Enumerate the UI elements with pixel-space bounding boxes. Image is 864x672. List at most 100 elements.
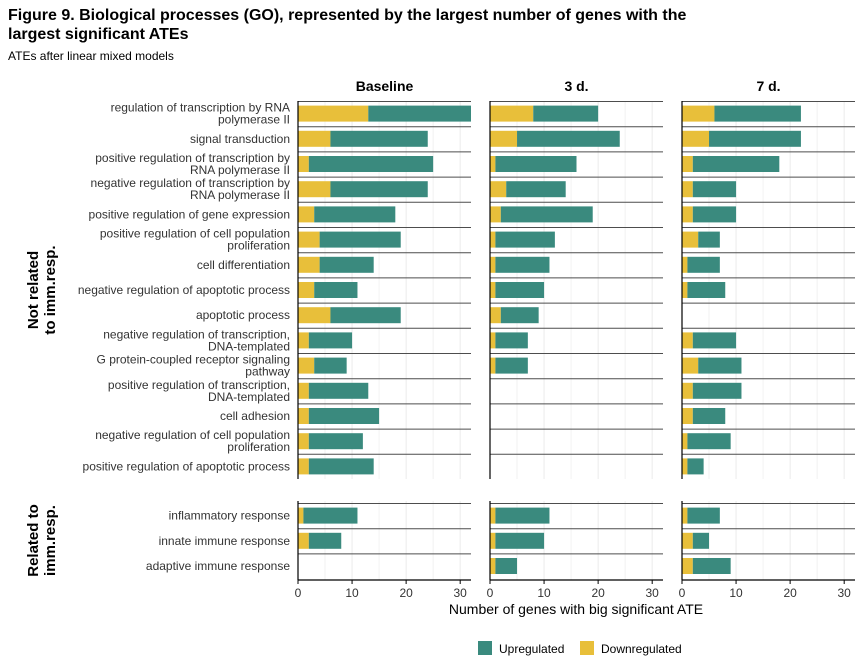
x-tick-label: 0 xyxy=(679,586,686,600)
x-tick-label: 0 xyxy=(487,586,494,600)
bar-upregulated xyxy=(692,408,726,424)
bar-upregulated xyxy=(495,558,518,574)
bar-downregulated xyxy=(490,532,496,549)
bar-downregulated xyxy=(682,256,688,273)
bar-downregulated xyxy=(490,332,496,349)
bar-downregulated xyxy=(490,231,496,248)
bar-downregulated xyxy=(490,181,507,198)
category-label: positive regulation of cell population pr… xyxy=(100,227,290,253)
category-label: positive regulation of gene expression xyxy=(89,207,290,221)
bar-downregulated xyxy=(298,382,309,399)
category-label: positive regulation of transcription, DNA… xyxy=(108,378,290,404)
row-group-label: Not relatedto imm.resp. xyxy=(25,245,59,334)
bar-downregulated xyxy=(298,433,309,450)
facet-label: Baseline xyxy=(356,78,414,94)
bar-upregulated xyxy=(308,433,363,450)
bar-upregulated xyxy=(308,382,369,399)
x-axis-label: Number of genes with big significant ATE xyxy=(449,601,703,617)
bar-downregulated xyxy=(682,105,715,122)
bar-downregulated xyxy=(682,231,699,248)
bar-upregulated xyxy=(303,507,358,524)
bar-downregulated xyxy=(490,156,496,172)
bar-downregulated xyxy=(682,130,710,147)
x-tick-label: 10 xyxy=(729,586,743,600)
bar-upregulated xyxy=(506,181,566,198)
bar-downregulated xyxy=(682,433,688,450)
bar-downregulated xyxy=(298,507,304,524)
bar-upregulated xyxy=(308,532,342,549)
bar-downregulated xyxy=(682,507,688,524)
bar-downregulated xyxy=(490,282,496,298)
category-label: negative regulation of transcription, DNA… xyxy=(103,327,290,353)
bar-downregulated xyxy=(682,382,693,399)
x-tick-label: 20 xyxy=(783,586,797,600)
bar-upregulated xyxy=(495,256,550,273)
category-label: cell differentiation xyxy=(197,258,290,272)
category-label: positive regulation of apoptotic process xyxy=(83,459,290,473)
chart-subtitle: ATEs after linear mixed models xyxy=(8,49,174,63)
bar-downregulated xyxy=(682,532,693,549)
bar-downregulated xyxy=(298,408,309,424)
bar-downregulated xyxy=(490,130,518,147)
bar-upregulated xyxy=(687,282,726,298)
bar-upregulated xyxy=(709,130,801,147)
bar-upregulated xyxy=(495,282,545,298)
category-label: apoptotic process xyxy=(196,308,290,322)
bar-upregulated xyxy=(495,156,577,172)
x-tick-label: 0 xyxy=(295,586,302,600)
bar-upregulated xyxy=(495,332,528,349)
legend-swatch-upregulated xyxy=(478,641,492,655)
facet-label: 7 d. xyxy=(756,78,780,94)
x-tick-label: 30 xyxy=(646,586,660,600)
bar-upregulated xyxy=(692,206,737,223)
bar-downregulated xyxy=(682,408,693,424)
bar-downregulated xyxy=(490,307,501,324)
bar-upregulated xyxy=(500,307,539,324)
category-label: innate immune response xyxy=(159,534,291,548)
bar-downregulated xyxy=(490,105,534,122)
bar-upregulated xyxy=(692,558,731,574)
bar-downregulated xyxy=(298,156,309,172)
bar-downregulated xyxy=(490,357,496,374)
bar-downregulated xyxy=(298,532,309,549)
category-label: negative regulation of apoptotic process xyxy=(78,283,290,297)
legend-label: Upregulated xyxy=(499,642,564,656)
category-label: positive regulation of transcription by R… xyxy=(95,151,290,177)
bar-upregulated xyxy=(692,181,737,198)
bar-upregulated xyxy=(308,156,434,172)
bar-upregulated xyxy=(698,231,720,248)
bar-upregulated xyxy=(533,105,599,122)
category-label: regulation of transcription by RNA polyme… xyxy=(111,101,290,127)
x-tick-label: 30 xyxy=(454,586,468,600)
bar-downregulated xyxy=(298,256,320,273)
legend-swatch-downregulated xyxy=(580,641,594,655)
bar-downregulated xyxy=(298,332,309,349)
x-tick-label: 10 xyxy=(345,586,359,600)
bar-upregulated xyxy=(308,332,353,349)
category-label: G protein-coupled receptor signaling path… xyxy=(97,353,290,379)
bar-upregulated xyxy=(687,458,704,475)
bar-downregulated xyxy=(298,307,331,324)
bar-downregulated xyxy=(298,458,309,475)
bar-upregulated xyxy=(500,206,593,223)
category-label: cell adhesion xyxy=(220,409,290,423)
bar-downregulated xyxy=(682,357,699,374)
category-label: signal transduction xyxy=(190,132,290,146)
bar-downregulated xyxy=(682,558,693,574)
bar-downregulated xyxy=(298,130,331,147)
bar-upregulated xyxy=(330,307,401,324)
bar-upregulated xyxy=(330,130,428,147)
bar-upregulated xyxy=(314,206,396,223)
bar-downregulated xyxy=(490,507,496,524)
x-tick-label: 20 xyxy=(399,586,413,600)
bar-upregulated xyxy=(692,382,742,399)
bar-upregulated xyxy=(692,532,710,549)
bar-upregulated xyxy=(517,130,620,147)
legend-label: Downregulated xyxy=(601,642,682,656)
x-tick-label: 20 xyxy=(591,586,605,600)
bar-upregulated xyxy=(698,357,742,374)
chart-title: Figure 9. Biological processes (GO), rep… xyxy=(8,7,687,43)
bar-upregulated xyxy=(692,332,737,349)
x-tick-label: 30 xyxy=(838,586,852,600)
